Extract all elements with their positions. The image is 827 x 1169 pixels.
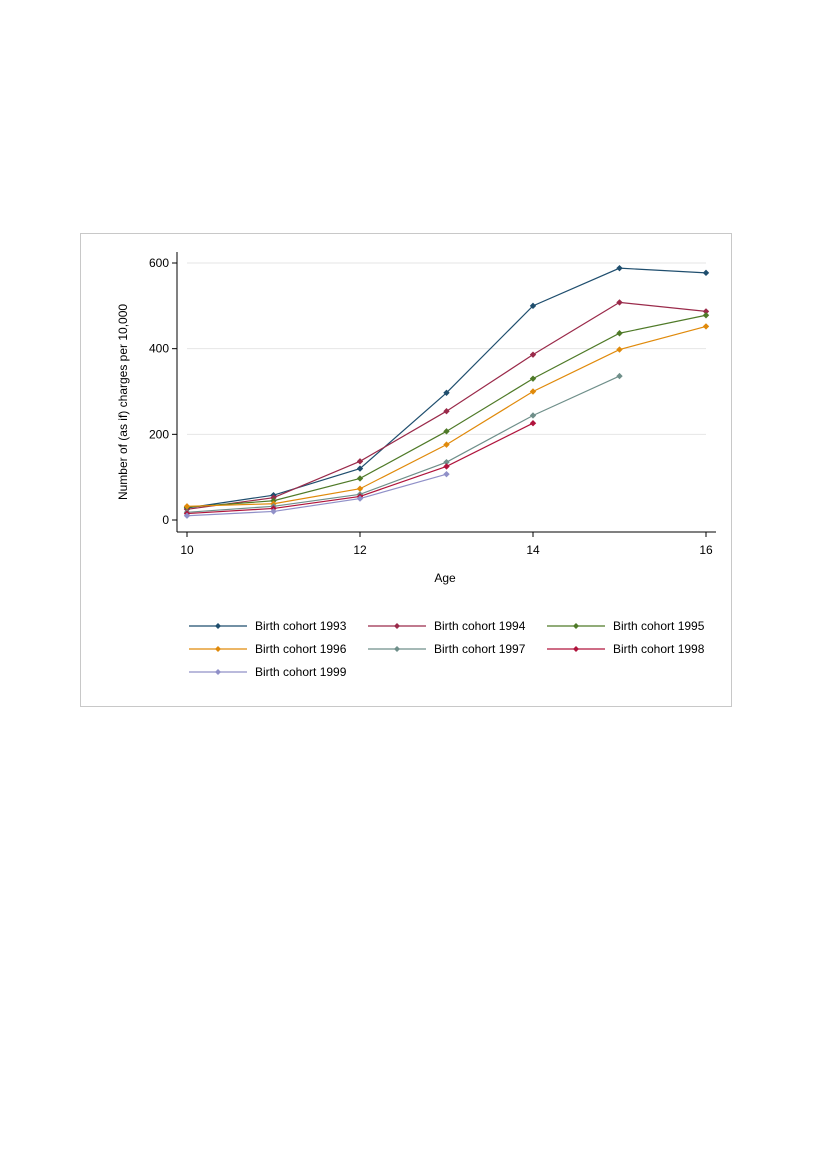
series-line <box>186 473 447 517</box>
legend-label: Birth cohort 1998 <box>613 642 705 656</box>
x-tick-label: 14 <box>526 543 540 557</box>
x-axis-title: Age <box>434 571 456 585</box>
data-point <box>443 441 450 448</box>
chart-frame: 0 200 400 600 10 12 14 16 Age Number of (as if)… <box>80 233 732 707</box>
series-line <box>186 375 620 513</box>
data-point <box>529 302 537 310</box>
legend-swatch-marker <box>573 623 579 629</box>
line-chart: 0 200 400 600 10 12 14 16 Age Number of (as if)… <box>116 252 716 679</box>
y-tick-label: 0 <box>162 513 169 527</box>
x-tick-label: 12 <box>353 543 367 557</box>
x-tick-label: 10 <box>180 543 194 557</box>
legend-label: Birth cohort 1999 <box>255 665 347 679</box>
data-point <box>529 375 537 382</box>
legend-label: Birth cohort 1997 <box>434 642 526 656</box>
legend-label: Birth cohort 1996 <box>255 642 347 656</box>
series-7 <box>183 470 450 519</box>
legend: Birth cohort 1993 Birth cohort 1994 Birth … <box>189 619 705 679</box>
legend-swatch-marker <box>215 646 221 652</box>
y-tick-label: 600 <box>149 256 169 270</box>
legend-swatch-marker <box>215 669 221 675</box>
data-point <box>529 412 537 419</box>
data-point <box>356 485 364 492</box>
data-point <box>183 512 191 519</box>
legend-item: Birth cohort 1999 <box>189 665 347 679</box>
legend-label: Birth cohort 1995 <box>613 619 705 633</box>
data-point <box>356 495 364 502</box>
data-point <box>529 419 537 427</box>
data-point <box>616 299 623 306</box>
data-point <box>443 408 450 415</box>
data-point <box>270 508 277 515</box>
legend-label: Birth cohort 1994 <box>434 619 526 633</box>
legend-swatch-marker <box>215 623 221 629</box>
series-lines <box>183 264 710 519</box>
legend-label: Birth cohort 1993 <box>255 619 347 633</box>
series-line <box>186 325 707 507</box>
data-point <box>616 264 623 272</box>
data-point <box>616 330 623 337</box>
series-5 <box>183 372 623 516</box>
data-point <box>443 428 450 435</box>
data-point <box>529 388 537 395</box>
legend-item: Birth cohort 1998 <box>547 642 705 656</box>
series-4 <box>183 323 710 510</box>
data-point <box>356 458 364 465</box>
y-tick-label: 400 <box>149 342 169 356</box>
data-point <box>529 351 537 358</box>
data-point <box>702 323 710 330</box>
data-point <box>616 346 623 353</box>
data-point <box>443 470 450 478</box>
legend-item: Birth cohort 1996 <box>189 642 347 656</box>
legend-item: Birth cohort 1993 <box>189 619 347 633</box>
data-point <box>702 269 710 277</box>
data-point <box>443 463 450 470</box>
data-point <box>616 372 623 380</box>
legend-item: Birth cohort 1997 <box>368 642 526 656</box>
data-point <box>356 465 364 472</box>
data-point <box>443 458 450 466</box>
x-tick-label: 16 <box>699 543 713 557</box>
series-line <box>186 301 707 510</box>
axes: 0 200 400 600 10 12 14 16 <box>149 252 716 557</box>
y-axis-title: Number of (as if) charges per 10,000 <box>116 304 130 500</box>
legend-swatch-marker <box>394 646 400 652</box>
legend-swatch-marker <box>394 623 400 629</box>
data-point <box>356 475 364 482</box>
legend-swatch-marker <box>573 646 579 652</box>
legend-item: Birth cohort 1994 <box>368 619 526 633</box>
data-point <box>702 308 710 315</box>
data-point <box>702 312 710 319</box>
legend-item: Birth cohort 1995 <box>547 619 705 633</box>
y-tick-label: 200 <box>149 427 169 441</box>
